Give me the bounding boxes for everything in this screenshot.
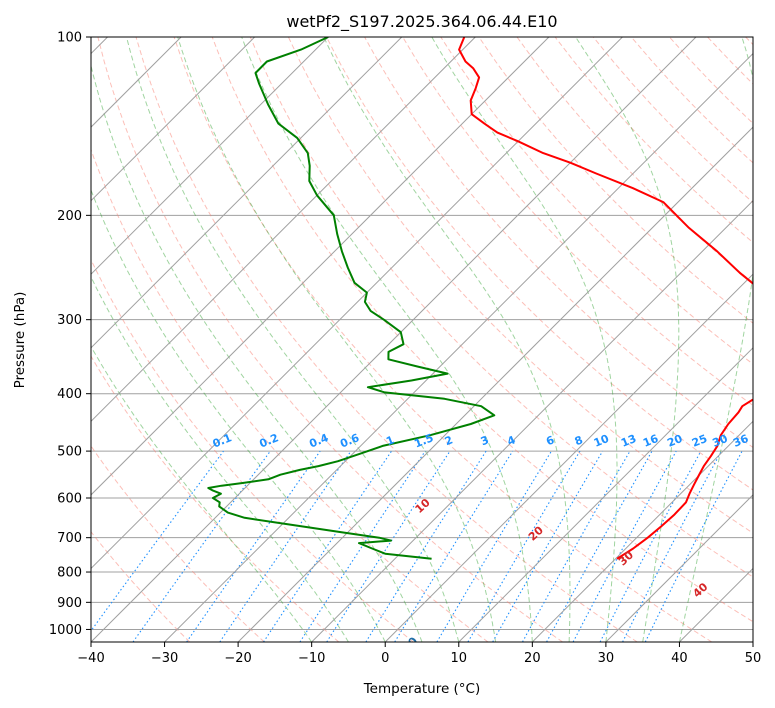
dry-adiabat-label: 0 (406, 634, 421, 648)
moist-adiabat-line (91, 63, 423, 642)
y-tick-label: 700 (57, 531, 82, 546)
moist-adiabat-line (126, 37, 460, 642)
dry-adiabat-line (91, 445, 265, 642)
isotherm-line (605, 494, 753, 642)
mixing-ratio-line (394, 450, 514, 642)
isotherm-line (91, 37, 623, 570)
mixing-ratio-line (91, 450, 224, 632)
isotherm-line (311, 199, 753, 642)
moist-adiabat-line (323, 37, 571, 642)
y-tick-label: 100 (57, 31, 82, 46)
dry-adiabat-line (211, 37, 753, 623)
mixing-ratio-line (572, 450, 677, 642)
x-tick-label: −40 (77, 651, 104, 666)
y-tick-label: 200 (57, 209, 82, 224)
x-tick-label: 40 (671, 651, 688, 666)
isobar-grid (91, 37, 753, 630)
dry-adiabat-line (249, 37, 753, 578)
isotherm-line (384, 273, 753, 642)
x-tick-label: −20 (224, 651, 251, 666)
mixing-ratio-label: 30 (711, 432, 730, 450)
moist-adiabat-line (91, 188, 386, 642)
chart-title: wetPf2_S197.2025.364.06.44.E10 (286, 12, 557, 32)
axes: −40 −30 −20 −10 0 10 20 30 40 5010020030040050060… (49, 31, 761, 667)
moist-adiabat-line (241, 37, 533, 642)
mixing-ratio-line (186, 450, 321, 642)
isotherm-line (91, 37, 256, 202)
x-tick-label: 30 (598, 651, 615, 666)
mixing-ratio-lines (91, 450, 743, 642)
dry-adiabat-line (91, 531, 191, 642)
y-tick-label: 1000 (49, 623, 82, 638)
y-tick-label: 800 (57, 566, 82, 581)
dry-adiabat-line (402, 37, 753, 407)
isotherm-line (91, 37, 476, 423)
y-axis-label: Pressure (hPa) (12, 292, 28, 389)
mixing-ratio-label: 1 (384, 433, 396, 448)
y-tick-label: 600 (57, 492, 82, 507)
mixing-ratio-label: 20 (665, 432, 684, 450)
isotherm-line (458, 347, 753, 642)
isotherm-line (91, 37, 403, 349)
mixing-ratio-line (299, 450, 426, 642)
mixing-ratio-line (326, 450, 451, 642)
mixing-ratio-line (263, 450, 392, 642)
x-tick-label: 0 (381, 651, 389, 666)
moist-adiabat-line (91, 275, 349, 642)
dry-adiabat-line (135, 37, 638, 642)
mixing-ratio-label: 3 (479, 433, 491, 448)
y-tick-label: 300 (57, 313, 82, 328)
isotherm-line (91, 37, 329, 275)
isotherm-line (91, 37, 697, 642)
temperature-line (458, 37, 753, 560)
isotherm-line (164, 52, 753, 642)
isotherm-grid (91, 37, 753, 642)
y-tick-label: 500 (57, 445, 82, 460)
isotherm-line (91, 37, 550, 496)
mixing-ratio-line (132, 450, 271, 642)
mixing-ratio-label: 2 (443, 433, 455, 448)
moist-adiabat-line (575, 37, 680, 642)
x-tick-label: −10 (298, 651, 325, 666)
mixing-ratio-label: 36 (731, 432, 750, 450)
isotherm-line (531, 420, 753, 642)
x-tick-label: −30 (151, 651, 178, 666)
y-tick-label: 400 (57, 387, 82, 402)
mixing-ratio-label: 8 (573, 433, 585, 448)
dry-adiabat-line (97, 37, 563, 642)
mixing-ratio-label: 13 (619, 432, 638, 450)
isotherm-line (237, 126, 753, 642)
moist-adiabat-line (177, 37, 497, 642)
x-tick-label: 20 (524, 651, 541, 666)
dewpoint-line (207, 37, 496, 560)
mixing-ratio-label: 16 (641, 432, 660, 450)
plot-frame (90, 36, 754, 643)
moist-adiabat-line (431, 37, 618, 642)
mixing-ratio-line (644, 450, 743, 642)
dry-adiabat-line (91, 355, 340, 642)
dry-adiabat-line (91, 148, 489, 642)
dry-adiabat-line (326, 37, 753, 491)
sounding-series (207, 37, 753, 560)
x-axis-label: Temperature (°C) (363, 681, 481, 697)
moist-adiabat-line (678, 37, 753, 642)
mixing-ratio-label: 10 (592, 432, 611, 450)
x-tick-label: 10 (451, 651, 468, 666)
x-tick-label: 50 (745, 651, 762, 666)
dry-adiabat-line (478, 37, 753, 324)
mixing-ratio-line (219, 450, 352, 642)
mixing-ratio-label: 25 (690, 432, 709, 450)
mixing-ratio-line (546, 450, 653, 642)
y-tick-label: 900 (57, 596, 82, 611)
mixing-ratio-line (522, 450, 631, 642)
